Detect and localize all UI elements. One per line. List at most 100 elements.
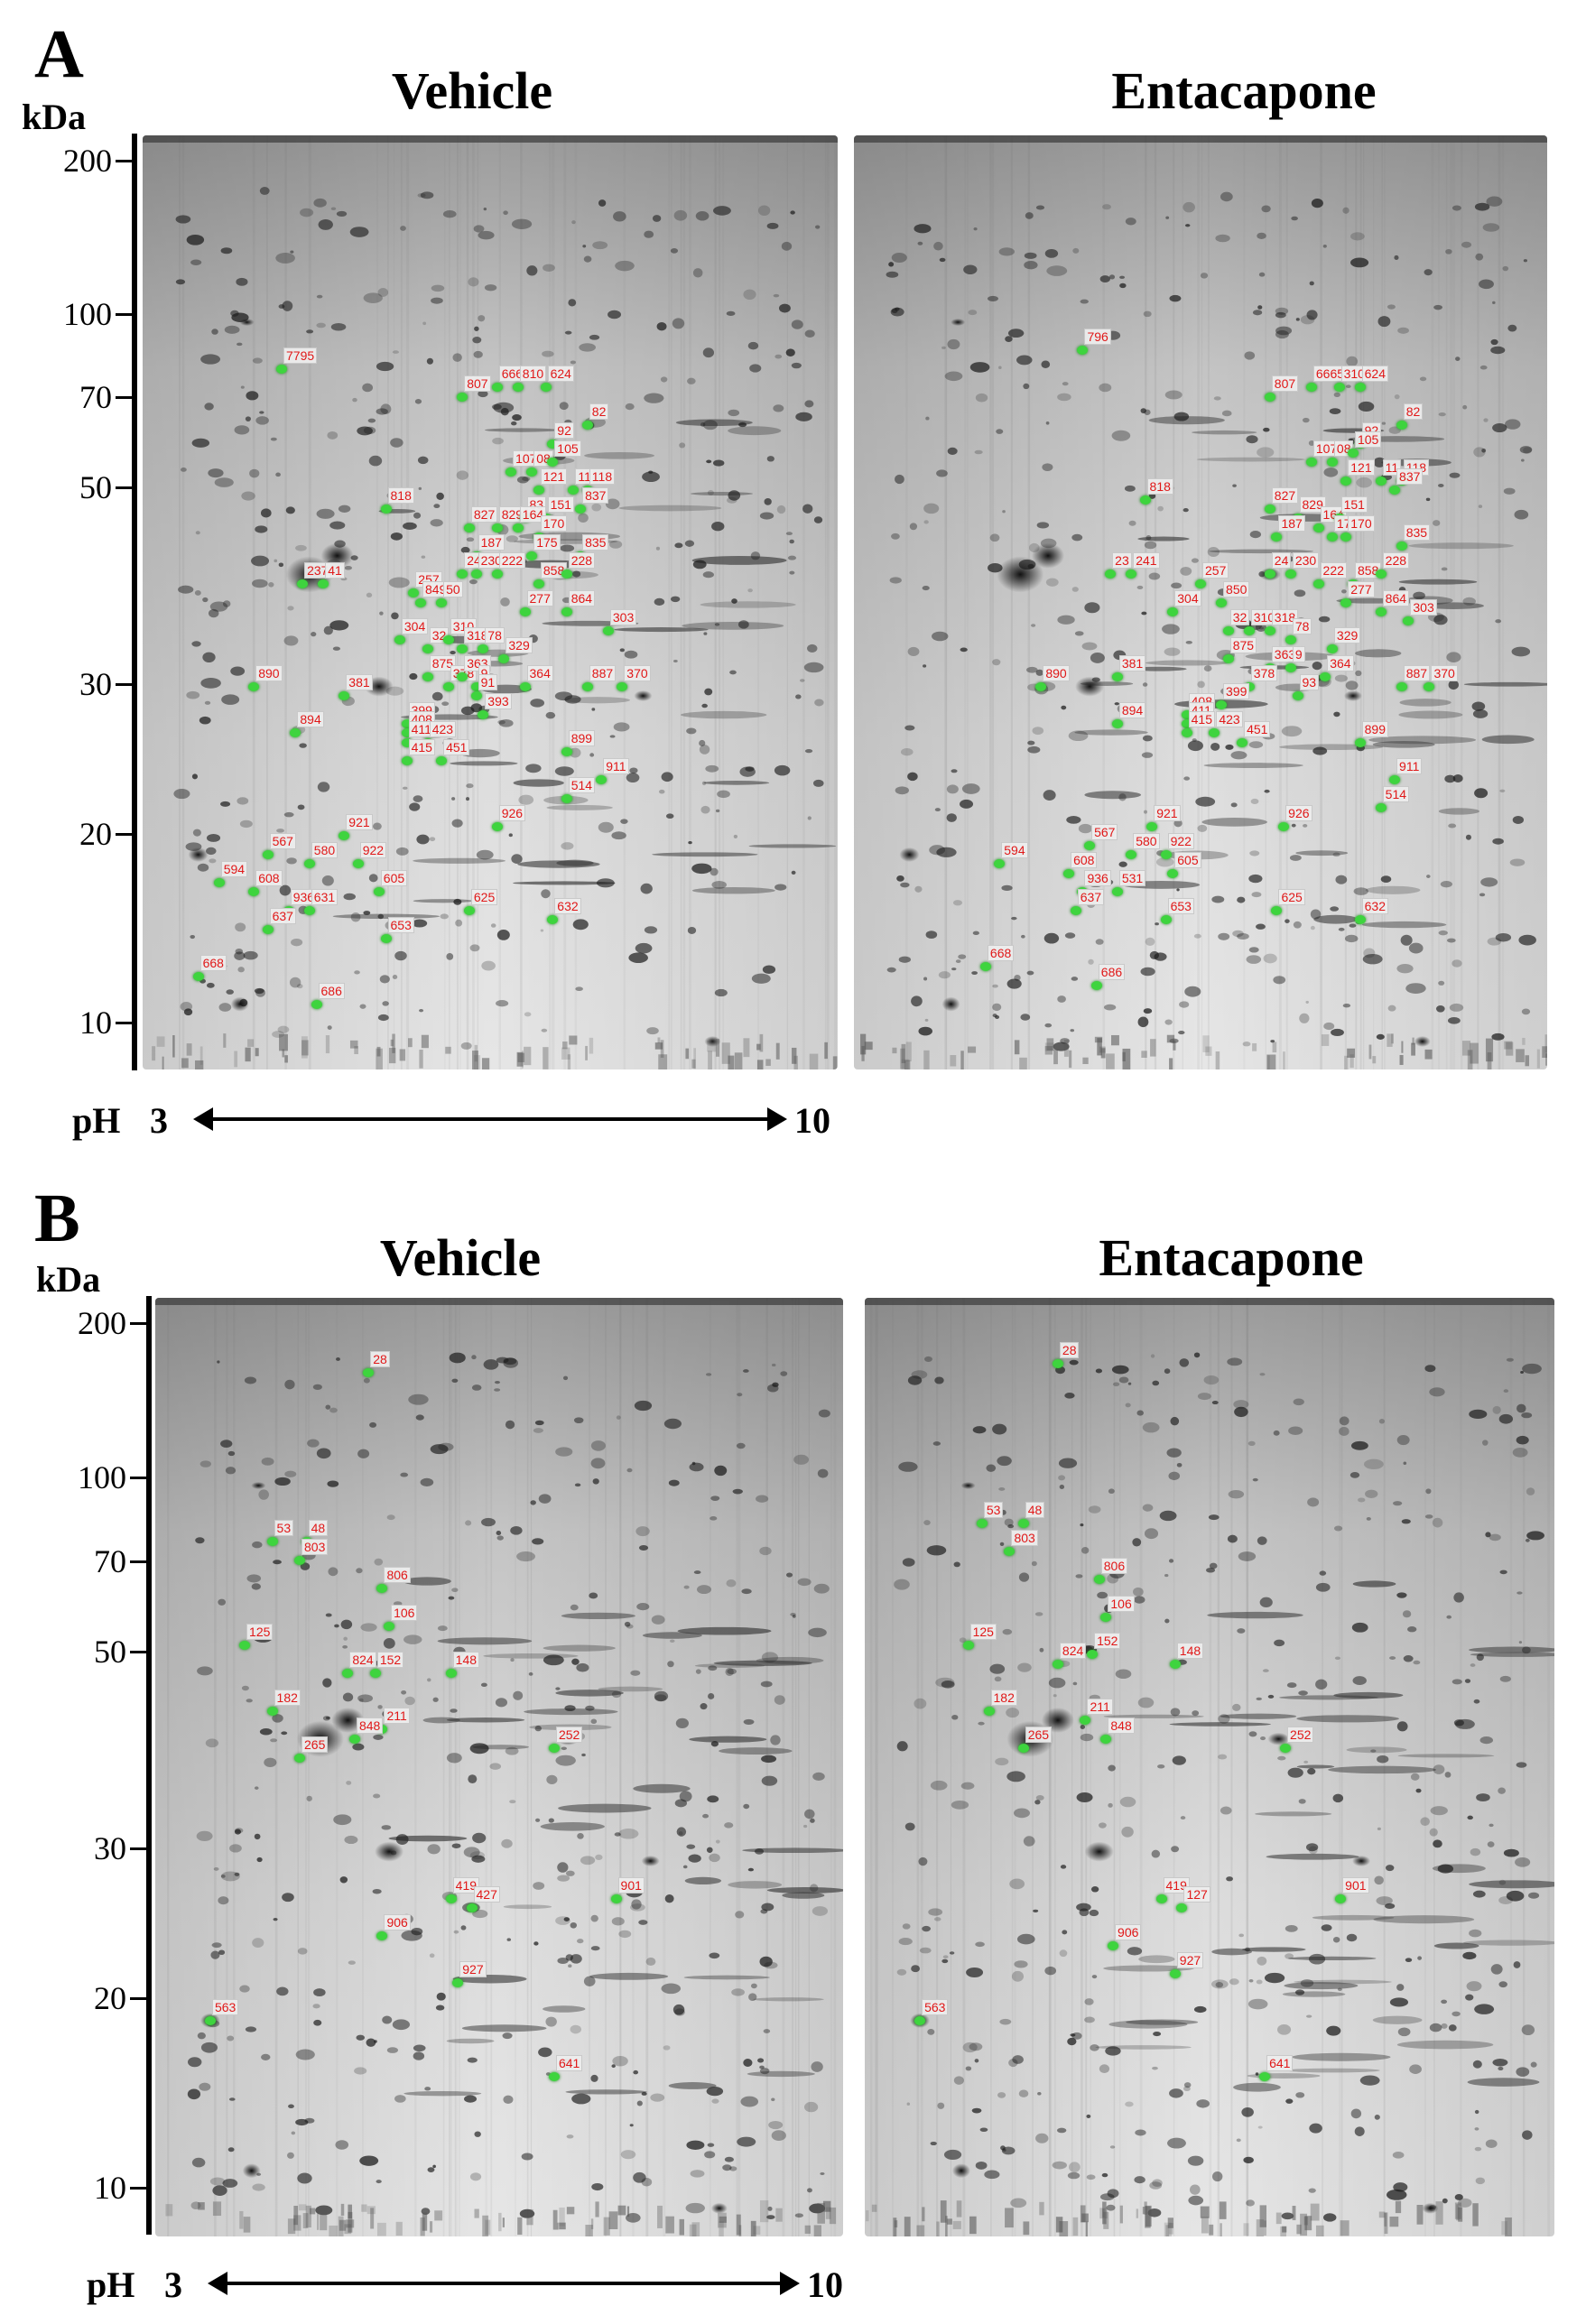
spot-marker <box>1285 634 1296 644</box>
gel-spot <box>1424 269 1433 276</box>
gel-spot <box>220 801 231 807</box>
gel-spot <box>620 819 628 824</box>
gel-spot <box>1376 1896 1393 1905</box>
gel-spot <box>692 268 703 278</box>
gel-bottom-band <box>1506 1042 1514 1056</box>
gel-spot <box>1512 1447 1528 1458</box>
gel-spot <box>237 797 249 805</box>
gel-spot <box>761 1755 777 1764</box>
spot-label: 906 <box>1115 1923 1142 1940</box>
gel-spot <box>1052 2161 1067 2170</box>
spot-label: 835 <box>582 533 609 551</box>
gel-spot <box>403 1634 422 1644</box>
gel-spot <box>330 322 347 331</box>
gel-bottom-band <box>340 2203 345 2216</box>
gel-spot <box>711 2098 719 2104</box>
gel-spot <box>1392 2152 1405 2159</box>
gel-spot <box>325 1716 330 1720</box>
gel-spot <box>481 1517 496 1527</box>
gel-spot <box>1462 1951 1477 1960</box>
gel-bottom-band <box>1122 1048 1131 1069</box>
spot-label: 668 <box>199 954 227 971</box>
gel-spot <box>1433 615 1448 625</box>
gel-spot <box>922 1925 932 1932</box>
gel-spot <box>1322 245 1327 248</box>
spot-label: 48 <box>1025 1501 1045 1518</box>
gel-spot <box>942 1955 949 1959</box>
gel-spot <box>275 253 295 264</box>
gel-spot <box>1426 875 1431 878</box>
gel-spot <box>1210 1979 1229 1989</box>
gel-spot <box>763 2029 771 2033</box>
gel-bottom-band <box>559 2222 566 2230</box>
gel-spot <box>767 2206 773 2211</box>
gel-spot <box>1472 1890 1486 1898</box>
gel-spot <box>1086 2174 1096 2180</box>
gel-spot <box>1442 2198 1448 2204</box>
gel-spot <box>1441 1999 1448 2005</box>
gel-spot <box>713 459 725 467</box>
gel-spot <box>1499 1569 1507 1575</box>
gel-spot <box>748 1993 757 2001</box>
spot-marker <box>1280 1744 1292 1754</box>
gel-spot <box>323 625 333 635</box>
gel-spot <box>545 2016 557 2027</box>
spot-marker <box>373 887 385 897</box>
gel-streak <box>736 1298 738 2236</box>
spot-marker <box>376 1584 388 1594</box>
gel-spot <box>431 284 445 292</box>
gel-spot <box>619 648 625 653</box>
gel-smear <box>1203 763 1303 769</box>
gel-dark-blob <box>230 996 249 1012</box>
gel-spot <box>1164 647 1181 656</box>
gel-spot <box>484 284 497 292</box>
spot-label: 827 <box>1271 487 1299 504</box>
gel-spot <box>251 555 270 567</box>
mw-tick-label: 70 <box>79 379 112 415</box>
gel-spot <box>1478 505 1483 508</box>
gel-streak <box>824 135 827 1069</box>
gel-spot <box>312 2004 320 2009</box>
gel-spot <box>989 1663 1006 1674</box>
gel-streak <box>1438 135 1440 1069</box>
spot-marker <box>192 971 204 981</box>
gel-bottom-band <box>1220 2223 1222 2236</box>
gel-spot <box>1424 1365 1436 1373</box>
gel-spot <box>557 1875 570 1882</box>
gel-spot <box>200 354 221 365</box>
gel-bottom-band <box>247 1039 255 1047</box>
gel-spot <box>563 1917 570 1921</box>
gel-bottom-band <box>940 2200 947 2223</box>
gel-smear <box>1346 1746 1407 1754</box>
gel-streak <box>737 1298 741 2236</box>
gel-streak <box>449 1298 451 2236</box>
gel-bottom-band <box>1119 2205 1123 2224</box>
spot-marker <box>457 392 468 402</box>
gel-spot <box>795 694 802 699</box>
gel-bottom-band <box>1266 1054 1276 1069</box>
spot-label: 23 <box>1112 552 1132 569</box>
spot-label: 686 <box>1098 963 1126 980</box>
spot-marker <box>1243 625 1255 635</box>
gel-spot <box>1516 1403 1526 1413</box>
gel-spot <box>274 1477 291 1486</box>
gel-spot <box>390 438 403 448</box>
gel-spot <box>1137 1016 1149 1028</box>
gel-bottom-band <box>866 2210 869 2222</box>
spot-label: 187 <box>478 533 505 551</box>
spot-label: 818 <box>387 487 414 504</box>
gel-spot <box>1522 1646 1531 1654</box>
gel-spot <box>1262 1669 1269 1672</box>
gel-spot <box>813 1583 830 1594</box>
gel-spot <box>500 407 509 416</box>
gel-spot <box>1088 1505 1101 1514</box>
gel-spot <box>261 1457 274 1466</box>
gel-spot <box>312 1384 322 1391</box>
spot-marker <box>303 859 315 869</box>
gel-top-band <box>155 1298 843 1305</box>
gel-spot <box>914 885 923 893</box>
gel-spot <box>322 1678 332 1688</box>
gel-streak <box>520 135 523 1069</box>
gel-spot <box>543 264 555 272</box>
gel-spot <box>379 975 390 984</box>
